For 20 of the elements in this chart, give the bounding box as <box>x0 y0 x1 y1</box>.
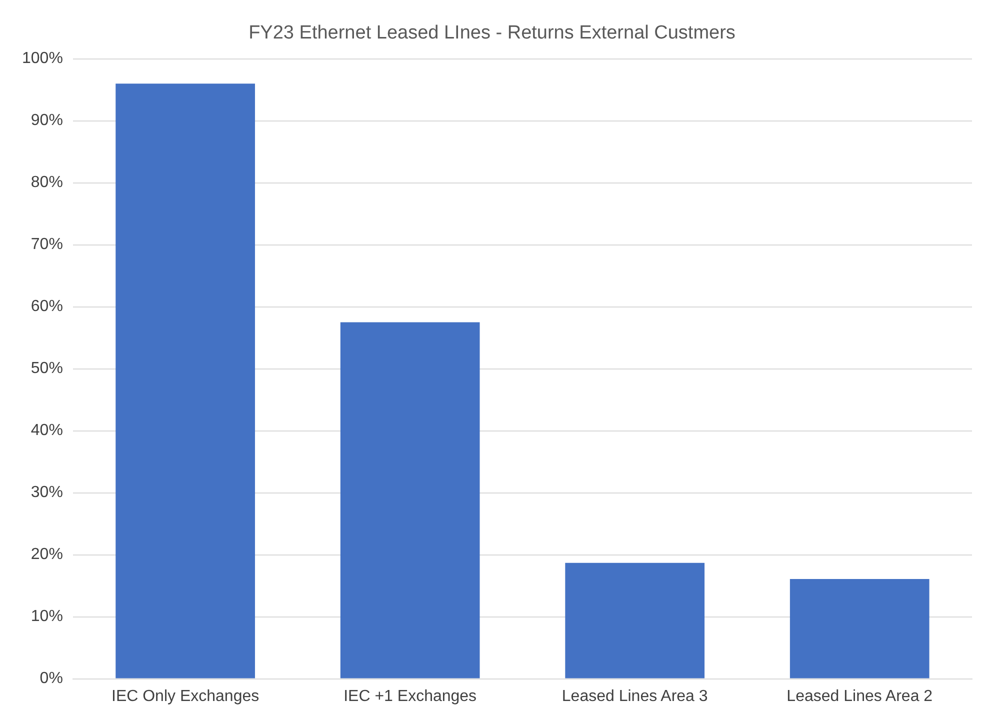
y-tick-label: 40% <box>30 422 63 440</box>
x-tick-label: IEC Only Exchanges <box>111 688 260 705</box>
y-tick-label: 60% <box>30 298 63 316</box>
y-tick-label: 100% <box>22 50 63 68</box>
y-tick-label: 90% <box>30 112 63 130</box>
y-tick-label: 80% <box>30 174 63 192</box>
bar <box>565 562 705 678</box>
y-tick-label: 50% <box>30 360 63 378</box>
y-tick-label: 70% <box>30 236 63 254</box>
y-tick-label: 10% <box>30 608 63 626</box>
y-tick-label: 30% <box>30 484 63 502</box>
y-tick-label: 0% <box>40 670 63 688</box>
x-tick-label: Leased Lines Area 2 <box>786 688 933 705</box>
x-tick-label: IEC +1 Exchanges <box>344 688 477 705</box>
x-tick-label: Leased Lines Area 3 <box>562 688 708 705</box>
y-tick-label: 20% <box>30 546 63 564</box>
chart-title: FY23 Ethernet Leased LInes - Returns External Custmers <box>248 22 736 44</box>
bar <box>116 84 255 678</box>
bar <box>340 322 480 678</box>
bar <box>790 578 930 678</box>
